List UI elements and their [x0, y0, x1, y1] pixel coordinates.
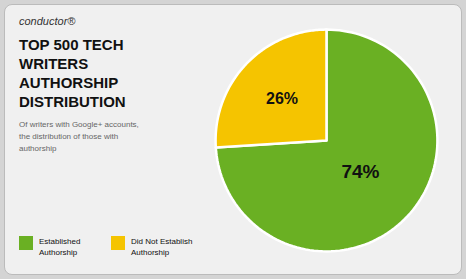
html-text:Established Authorship: Established Authorship [39, 237, 81, 257]
svg-text:74%: 74% [341, 161, 379, 182]
html-text:TOP 500 TECH WRITERS AUTHORSHI: TOP 500 TECH WRITERS AUTHORSHIP DISTRIBU… [19, 36, 126, 110]
svg-text:26%: 26% [266, 89, 298, 106]
html-text:Of writers with Google+ accoun: Of writers with Google+ accounts, the di… [19, 120, 139, 153]
html-text:Did Not Establish Authorship: Did Not Establish Authorship [131, 237, 193, 257]
html-text:conductor®: conductor® [19, 15, 76, 27]
